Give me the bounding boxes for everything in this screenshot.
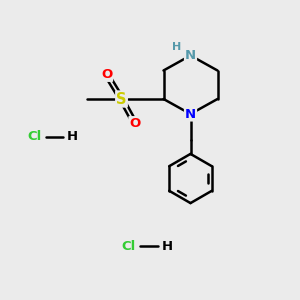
Text: S: S [116,92,127,106]
Text: Cl: Cl [27,130,42,143]
Text: N: N [185,107,196,121]
Text: O: O [101,68,112,81]
Text: H: H [67,130,78,143]
Text: O: O [129,117,141,130]
Text: H: H [161,239,173,253]
Text: Cl: Cl [122,239,136,253]
Text: N: N [185,49,196,62]
Text: H: H [172,42,182,52]
